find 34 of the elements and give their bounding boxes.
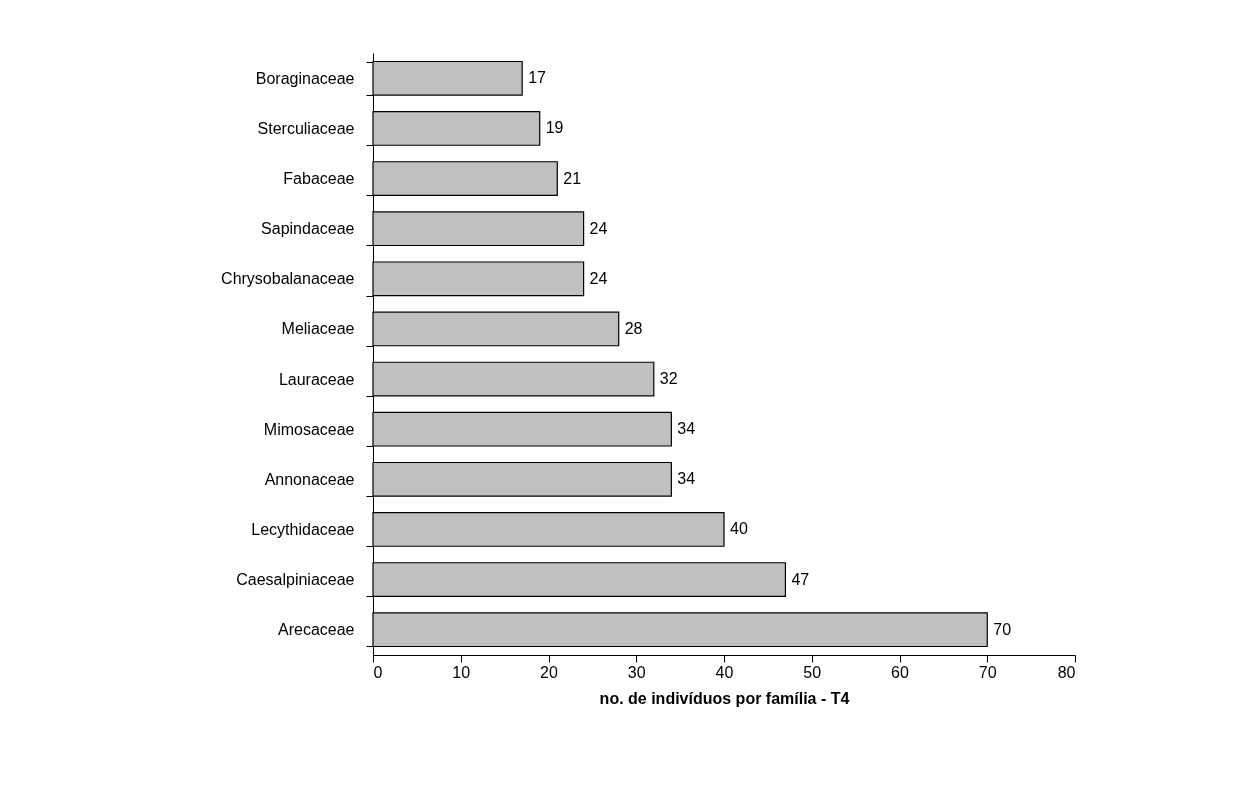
data-label: 34 (677, 420, 696, 438)
y-tick-label: Lecythidaceae (251, 520, 355, 538)
x-axis-title: no. de indivíduos por família - T4 (599, 689, 850, 707)
y-tick-label: Mimosaceae (263, 420, 355, 438)
x-tick-label: 10 (452, 663, 471, 681)
data-label: 32 (659, 370, 678, 388)
x-tick-label: 70 (978, 663, 997, 681)
y-tick-label: Annonaceae (264, 470, 355, 488)
x-tick-label: 0 (373, 663, 383, 681)
x-tick-label: 40 (715, 663, 734, 681)
y-tick-label: Boraginaceae (255, 69, 355, 87)
y-tick-label: Meliaceae (281, 320, 355, 338)
y-tick-label: Fabaceae (283, 170, 355, 188)
data-label: 19 (545, 119, 564, 137)
x-tick-label: 60 (891, 663, 909, 681)
y-tick-label: Lauraceae (278, 370, 355, 388)
x-tick-label: 30 (627, 663, 646, 681)
x-tick-label: 50 (803, 663, 822, 681)
data-label: 47 (791, 570, 810, 588)
data-label: 34 (677, 470, 696, 488)
y-tick-label: Caesalpiniaceae (236, 571, 355, 589)
y-tick-label: Chrysobalanaceae (221, 270, 355, 288)
y-tick-label: Arecaceae (278, 621, 355, 639)
data-label: 21 (563, 169, 582, 187)
x-tick-label: 80 (1057, 663, 1076, 681)
data-label: 28 (624, 319, 643, 337)
data-label: 40 (730, 520, 748, 538)
data-label: 17 (528, 69, 547, 87)
y-tick-label: Sterculiaceae (257, 119, 355, 137)
x-tick-label: 20 (540, 663, 558, 681)
data-label: 24 (589, 269, 608, 287)
y-tick-label: Sapindaceae (261, 220, 355, 238)
data-label: 24 (589, 219, 608, 237)
data-label: 70 (993, 620, 1012, 638)
